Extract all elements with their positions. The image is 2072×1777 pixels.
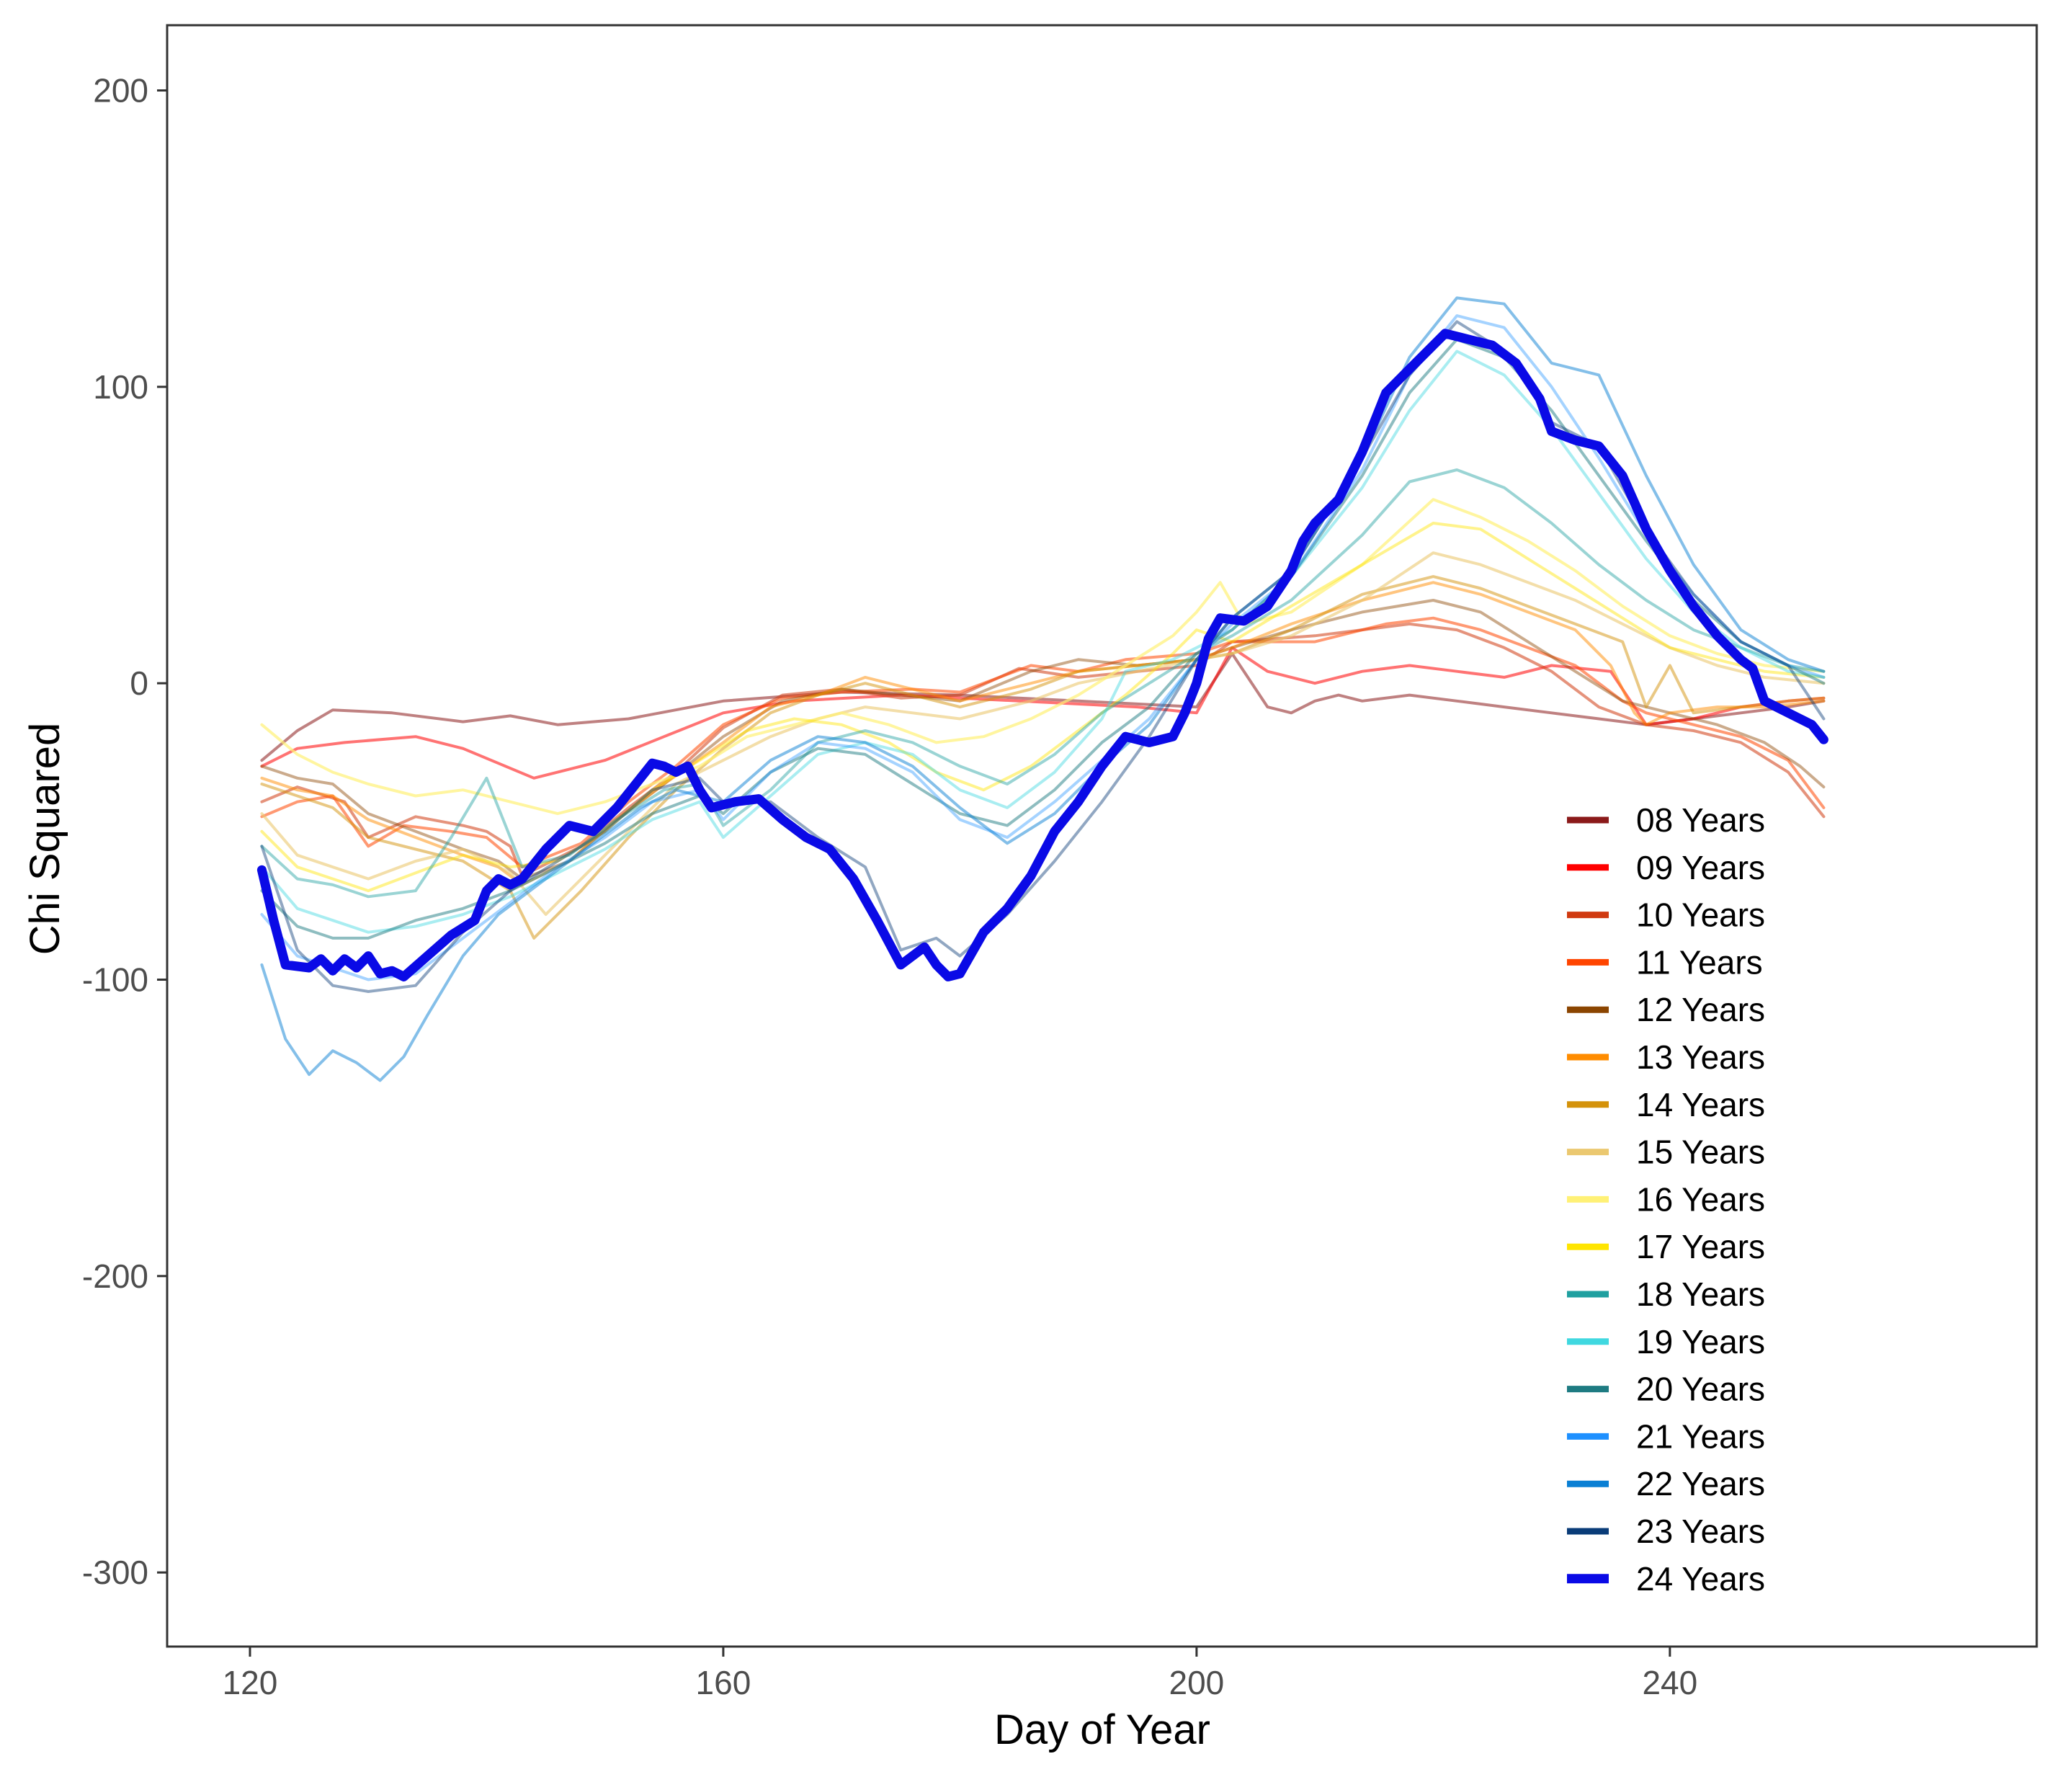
legend-label: 17 Years [1636, 1228, 1765, 1265]
series-line-15-years [260, 551, 1826, 916]
series-line-10-years [260, 622, 1826, 878]
series-line-13-years [260, 581, 1826, 886]
y-tick-label: 100 [93, 368, 148, 406]
x-tick-label: 120 [223, 1664, 278, 1701]
legend-label: 10 Years [1636, 896, 1765, 934]
legend-label: 20 Years [1636, 1371, 1765, 1408]
legend-label: 22 Years [1636, 1465, 1765, 1502]
series-line-21-years [260, 314, 1826, 981]
legend-label: 08 Years [1636, 801, 1765, 839]
series-line-18-years [260, 468, 1826, 899]
x-axis-title: Day of Year [994, 1706, 1210, 1753]
x-tick-label: 160 [696, 1664, 751, 1701]
legend-label: 12 Years [1636, 991, 1765, 1028]
legend-label: 14 Years [1636, 1086, 1765, 1123]
legend-label: 18 Years [1636, 1275, 1765, 1313]
plot-panel-border [166, 24, 2038, 1648]
y-axis-title: Chi Squared [22, 723, 68, 955]
legend-label: 11 Years [1636, 943, 1763, 981]
series-line-16-years [260, 498, 1826, 816]
y-tick-label: 200 [93, 71, 148, 109]
legend-label: 23 Years [1636, 1513, 1765, 1550]
x-tick-label: 240 [1642, 1664, 1697, 1701]
y-tick-label: 0 [130, 664, 148, 702]
x-tick-label: 200 [1169, 1664, 1225, 1701]
series-line-24-years [256, 329, 1828, 981]
legend-label: 24 Years [1636, 1560, 1765, 1598]
series-layer [256, 296, 1828, 1082]
series-line-17-years [260, 522, 1826, 893]
legend-label: 16 Years [1636, 1180, 1765, 1218]
legend-label: 19 Years [1636, 1323, 1765, 1360]
y-tick-label: -200 [82, 1257, 148, 1295]
series-line-22-years [260, 296, 1826, 1082]
legend-label: 15 Years [1636, 1134, 1765, 1171]
y-tick-label: -300 [82, 1554, 148, 1591]
y-tick-label: -100 [82, 961, 148, 998]
legend: 08 Years 09 Years 10 Years 11 Years 12 Years… [1567, 801, 1765, 1598]
series-line-08-years [260, 652, 1826, 762]
legend-label: 21 Years [1636, 1417, 1765, 1455]
series-line-11-years [260, 616, 1826, 869]
axes-layer: 120 160 200 240 200 100 0 -100 -200 -300 [82, 71, 1697, 1701]
series-line-12-years [260, 599, 1826, 881]
legend-label: 09 Years [1636, 849, 1765, 886]
legend-label: 13 Years [1636, 1038, 1765, 1076]
